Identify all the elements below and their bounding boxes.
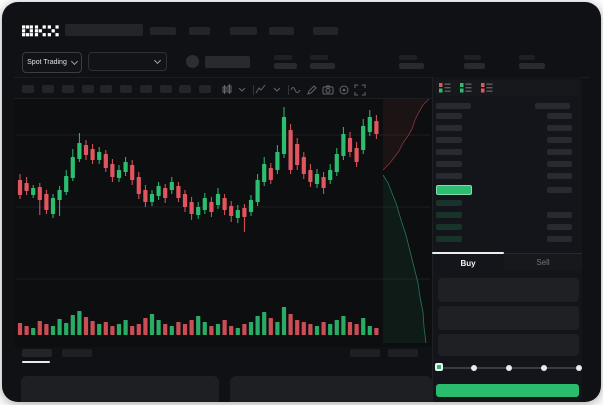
orderbook-toolbar [435, 80, 579, 96]
stat-value-placeholder [274, 63, 297, 69]
stat-label-placeholder [464, 55, 481, 60]
chart-tab[interactable] [62, 349, 92, 357]
draw-icon[interactable] [306, 84, 318, 96]
ask-row-amount [547, 173, 572, 179]
ask-row-price[interactable] [436, 125, 462, 131]
price-field[interactable] [438, 278, 579, 302]
bottom-panel-right [230, 376, 432, 402]
line-style-icon[interactable] [290, 84, 302, 96]
candle-type-icon[interactable] [221, 84, 233, 96]
okx-logo [22, 25, 59, 37]
bid-row-amount [547, 236, 572, 242]
stat-label-placeholder [274, 55, 292, 60]
nav-item-placeholder[interactable] [189, 27, 210, 35]
timeframe-button[interactable] [199, 85, 211, 93]
timeframe-button[interactable] [22, 85, 34, 93]
tab-buy[interactable]: Buy [460, 258, 476, 268]
stat-label-placeholder [310, 55, 328, 60]
ask-row-amount [547, 161, 572, 167]
divider [284, 84, 296, 96]
stat-value-placeholder [519, 63, 545, 69]
bid-row-price[interactable] [436, 224, 462, 230]
nav-item-placeholder[interactable] [150, 27, 176, 35]
timeframe-button[interactable] [82, 85, 94, 93]
chevron-down-icon [153, 56, 162, 65]
timeframe-button[interactable] [179, 85, 191, 93]
timeframe-button[interactable] [100, 85, 112, 93]
book-bids-icon[interactable] [460, 82, 472, 94]
ask-row-price[interactable] [436, 149, 462, 155]
pair-selector-dropdown[interactable] [88, 52, 167, 71]
camera-icon[interactable] [322, 84, 334, 96]
stat-value-placeholder [310, 63, 335, 69]
stat-label-placeholder [519, 55, 535, 60]
ask-row-price[interactable] [436, 161, 462, 167]
search-input[interactable] [65, 24, 143, 36]
market-type-label: Spot Trading [27, 59, 67, 66]
chevron-down-icon [70, 57, 78, 66]
last-price-highlight[interactable] [436, 185, 472, 195]
slider-handle[interactable] [435, 363, 443, 371]
candlestick-chart[interactable] [14, 98, 432, 350]
bid-row-price[interactable] [436, 212, 462, 218]
stat-value-placeholder [399, 63, 424, 69]
slider-step-dot[interactable] [471, 365, 477, 371]
slider-step-dot[interactable] [541, 365, 547, 371]
bottom-panel-left [21, 376, 219, 402]
bid-row-amount [547, 224, 572, 230]
ask-row-price[interactable] [436, 137, 462, 143]
ask-row-price[interactable] [436, 173, 462, 179]
nav-item-placeholder[interactable] [313, 27, 338, 35]
stat-label-placeholder [399, 55, 417, 60]
fullscreen-icon[interactable] [354, 84, 366, 96]
timeframe-button[interactable] [42, 85, 54, 93]
timeframe-button[interactable] [160, 85, 172, 93]
slider-step-dot[interactable] [576, 365, 582, 371]
ask-row-amount [547, 125, 572, 131]
slider-step-dot[interactable] [506, 365, 512, 371]
coin-avatar [186, 55, 199, 68]
ask-row-amount [547, 137, 572, 143]
ask-row-amount [547, 113, 572, 119]
chart-footer-control[interactable] [350, 349, 380, 357]
tab-sell[interactable]: Sell [504, 254, 582, 270]
chart-tab-active[interactable] [22, 349, 52, 357]
book-both-icon[interactable] [439, 82, 451, 94]
chart-footer-control[interactable] [388, 349, 418, 357]
market-type-dropdown[interactable]: Spot Trading [22, 52, 82, 73]
chevron-down-icon[interactable] [272, 84, 284, 96]
ask-row-price[interactable] [436, 113, 462, 119]
timeframe-button[interactable] [62, 85, 74, 93]
bid-row-price[interactable] [436, 200, 462, 206]
orderbook-header-price [436, 103, 471, 109]
active-tab-underline [22, 361, 50, 363]
pair-name-placeholder [205, 56, 250, 68]
nav-item-placeholder[interactable] [230, 27, 257, 35]
nav-item-placeholder[interactable] [269, 27, 294, 35]
bid-row-price[interactable] [436, 236, 462, 242]
buy-tab-indicator [432, 252, 504, 254]
orderbook-header-amount [535, 103, 570, 109]
spread-row-amount [547, 187, 572, 193]
bid-row-amount [547, 212, 572, 218]
total-field[interactable] [438, 334, 579, 356]
indicators-icon[interactable] [255, 84, 267, 96]
amount-field[interactable] [438, 306, 579, 330]
book-asks-icon[interactable] [481, 82, 493, 94]
settings-icon[interactable] [338, 84, 350, 96]
chevron-down-icon[interactable] [237, 84, 249, 96]
timeframe-button[interactable] [120, 85, 132, 93]
divider [249, 84, 261, 96]
ask-row-amount [547, 149, 572, 155]
buy-submit-button[interactable] [436, 384, 579, 397]
timeframe-button[interactable] [140, 85, 152, 93]
stat-value-placeholder [464, 63, 485, 69]
